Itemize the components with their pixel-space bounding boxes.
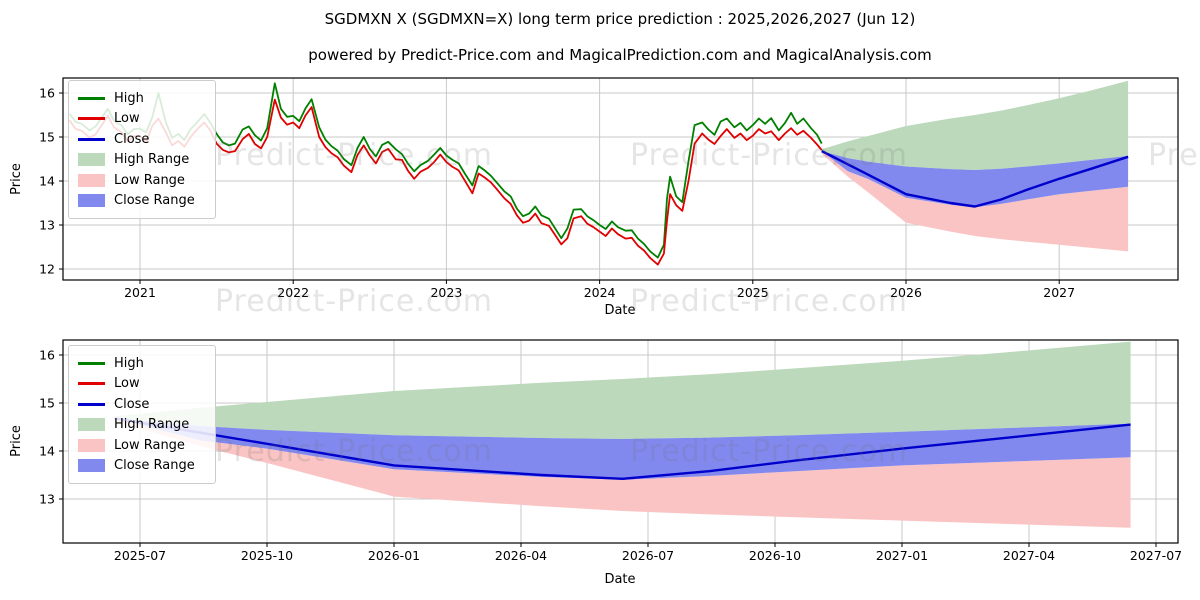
x-axis-label: Date [604, 303, 635, 318]
legend-item-high-range: High Range [78, 150, 206, 171]
legend-item-close: Close [78, 394, 206, 415]
close-range-band [821, 151, 1129, 208]
legend-label: Close Range [114, 458, 195, 474]
legend-item-low: Low [78, 109, 206, 130]
x-tick-label: 2025-10 [241, 548, 293, 563]
chart-subtitle: powered by Predict-Price.com and Magical… [308, 46, 932, 64]
x-axis-label: Date [604, 572, 635, 587]
x-tick-label: 2021 [124, 285, 156, 300]
y-tick-label: 13 [39, 218, 55, 233]
bottom-chart: 2025-07 2025-10 2026-01 2026-04 2026-07 2026-… [9, 339, 1182, 587]
close-range-swatch [78, 459, 105, 473]
close-line-swatch [78, 402, 105, 406]
legend-item-close-range: Close Range [78, 191, 206, 212]
close-range-band [114, 418, 1131, 480]
x-tick-label: 2027-07 [1130, 548, 1182, 563]
x-tick-label: 2025 [737, 285, 769, 300]
low-range-swatch [78, 173, 105, 187]
x-tick-label: 2026-07 [622, 548, 674, 563]
x-tick-label: 2026-04 [495, 548, 547, 563]
x-tick-label: 2027-01 [876, 548, 928, 563]
axes-box [62, 77, 1179, 281]
legend-label: High [114, 355, 144, 371]
chart-title: SGDMXN X (SGDMXN=X) long term price pred… [324, 10, 916, 28]
low-range-band [114, 418, 1131, 528]
high-range-band [114, 341, 1131, 439]
y-tick-label: 15 [39, 396, 55, 411]
x-tick-label: 2026 [890, 285, 922, 300]
bottom-chart-legend: High Low Close High Range Low Range Clos… [68, 345, 216, 484]
legend-label: Low Range [114, 437, 185, 453]
y-axis-label: Price [9, 163, 24, 195]
close-range-swatch [78, 194, 105, 208]
x-tick-label: 2025-07 [114, 548, 166, 563]
legend-label: High [114, 90, 144, 106]
legend-label: Low [114, 111, 140, 127]
y-tick-label: 14 [39, 174, 55, 189]
low-line-swatch [78, 382, 105, 386]
x-tick-label: 2026-10 [749, 548, 801, 563]
x-tick-label: 2027 [1043, 285, 1075, 300]
legend-item-low-range: Low Range [78, 170, 206, 191]
close-forecast-line [821, 150, 1129, 208]
legend-item-low: Low [78, 374, 206, 395]
x-tick-label: 2024 [584, 285, 616, 300]
y-tick-label: 12 [39, 262, 55, 277]
axes-box [62, 339, 1179, 544]
top-chart: 2021 2022 2023 2024 2025 2026 2027 12 13 14 15 16 Da… [9, 77, 1179, 318]
legend-label: Close Range [114, 193, 195, 209]
y-tick-label: 13 [39, 492, 55, 507]
legend-label: High Range [114, 152, 190, 168]
high-range-swatch [78, 153, 105, 167]
legend-item-close: Close [78, 129, 206, 150]
x-tick-label: 2027-04 [1003, 548, 1055, 563]
low-range-band [821, 151, 1129, 252]
high-range-band [821, 80, 1129, 170]
close-forecast-line [114, 417, 1131, 480]
legend-item-low-range: Low Range [78, 435, 206, 456]
x-tick-label: 2022 [277, 285, 309, 300]
top-chart-legend: High Low Close High Range Low Range Clos… [68, 80, 216, 219]
close-line-swatch [78, 137, 105, 141]
y-tick-label: 16 [39, 348, 55, 363]
legend-item-high-range: High Range [78, 415, 206, 436]
y-axis-label: Price [9, 425, 24, 457]
low-range-swatch [78, 438, 105, 452]
x-tick-label: 2023 [430, 285, 462, 300]
high-line-swatch [78, 96, 105, 100]
legend-item-high: High [78, 88, 206, 109]
x-tick-label: 2026-01 [368, 548, 420, 563]
legend-label: Low [114, 376, 140, 392]
legend-label: High Range [114, 417, 190, 433]
legend-label: Close [114, 131, 150, 147]
legend-item-close-range: Close Range [78, 456, 206, 477]
high-line-swatch [78, 361, 105, 365]
high-range-swatch [78, 418, 105, 432]
legend-label: Close [114, 396, 150, 412]
y-tick-label: 14 [39, 444, 55, 459]
legend-label: Low Range [114, 172, 185, 188]
low-line-swatch [78, 117, 105, 121]
legend-item-high: High [78, 353, 206, 374]
y-tick-label: 16 [39, 86, 55, 101]
y-tick-label: 15 [39, 130, 55, 145]
